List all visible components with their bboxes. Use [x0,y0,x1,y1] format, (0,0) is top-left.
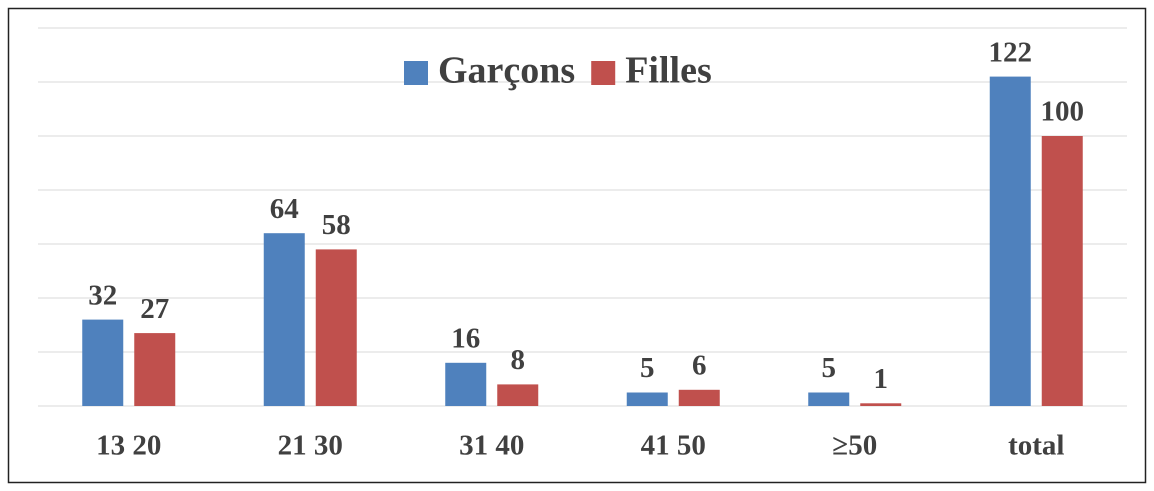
legend-label: Garçons [438,50,575,92]
value-label: 5 [822,352,837,384]
x-tick-label: total [1008,430,1064,462]
x-tick-label: 21 30 [278,430,343,462]
value-label: 16 [451,322,480,354]
value-label: 58 [322,209,351,241]
bar [263,233,305,406]
bar [1041,136,1083,406]
x-tick-label: 31 40 [459,430,524,462]
bar [82,319,124,406]
value-label: 5 [640,352,655,384]
bar [626,392,668,406]
value-label: 27 [140,293,169,325]
legend-label: Filles [625,50,712,92]
bar [497,384,539,406]
bar [860,403,902,406]
bar [134,333,176,406]
value-label: 1 [874,363,889,395]
x-tick-label: 41 50 [641,430,706,462]
value-label: 8 [511,344,526,376]
bar [989,76,1031,406]
bar [445,362,487,406]
value-label: 6 [692,349,707,381]
value-label: 122 [989,36,1033,68]
bar [808,392,850,406]
legend-swatch [591,61,616,85]
value-label: 100 [1041,96,1085,128]
bar [678,389,720,406]
x-tick-label: ≥50 [832,430,877,462]
value-label: 32 [88,279,117,311]
value-label: 64 [270,193,299,225]
legend-swatch [404,61,428,85]
x-tick-label: 13 20 [96,430,161,462]
bar [315,249,357,406]
chart-frame [7,7,1147,484]
